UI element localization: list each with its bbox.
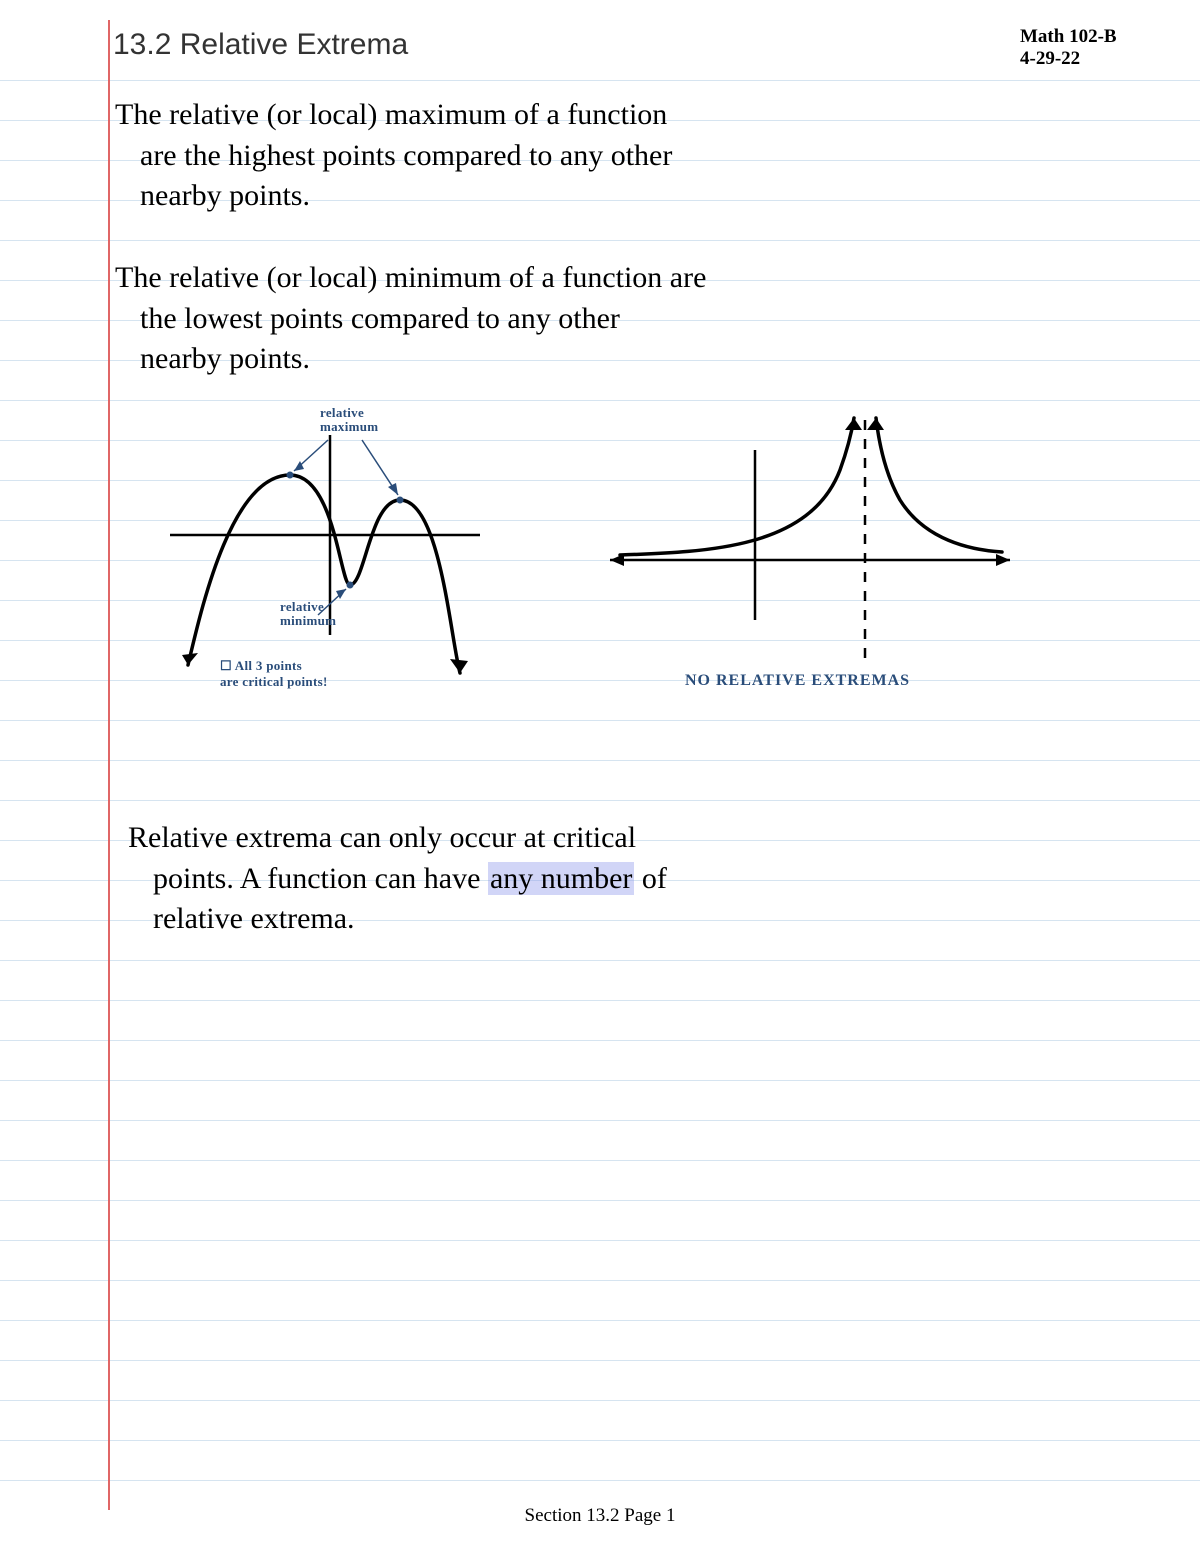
para1: The relative (or local) maximum of a fun… xyxy=(115,95,672,217)
para3-line1: Relative extrema can only occur at criti… xyxy=(128,818,667,859)
note-no-extremas: NO RELATIVE EXTREMAS xyxy=(685,672,910,690)
rule-line xyxy=(0,800,1200,801)
rule-line xyxy=(0,1120,1200,1121)
rule-line xyxy=(0,960,1200,961)
rule-line xyxy=(0,1080,1200,1081)
rule-line xyxy=(0,240,1200,241)
rule-line xyxy=(0,1200,1200,1201)
rule-line xyxy=(0,1440,1200,1441)
rule-line xyxy=(0,1400,1200,1401)
note-all-critical-points: ☐ All 3 pointsare critical points! xyxy=(220,658,328,691)
rule-line xyxy=(0,1360,1200,1361)
header-meta: Math 102-B 4-29-22 xyxy=(1020,26,1117,70)
label-relative-minimum: relativeminimum xyxy=(280,600,336,629)
rule-line xyxy=(0,1480,1200,1481)
para3-line2: points. A function can have any number o… xyxy=(153,859,667,900)
diagram-left xyxy=(140,405,520,685)
course-label: Math 102-B xyxy=(1020,26,1117,48)
rule-line xyxy=(0,1240,1200,1241)
para1-line1: The relative (or local) maximum of a fun… xyxy=(115,95,672,136)
rule-line xyxy=(0,720,1200,721)
rule-line xyxy=(0,80,1200,81)
date-label: 4-29-22 xyxy=(1020,48,1117,70)
para1-line2: are the highest points compared to any o… xyxy=(140,136,672,177)
red-margin-line xyxy=(108,20,110,1510)
page-title: 13.2 Relative Extrema xyxy=(113,28,408,62)
para2: The relative (or local) minimum of a fun… xyxy=(115,258,706,380)
para3-line3: relative extrema. xyxy=(153,899,667,940)
footer-page-number: Section 13.2 Page 1 xyxy=(0,1505,1200,1527)
para2-line3: nearby points. xyxy=(140,339,706,380)
para3: Relative extrema can only occur at criti… xyxy=(128,818,667,940)
rule-line xyxy=(0,1160,1200,1161)
diagram-right xyxy=(590,400,1030,680)
para2-line2: the lowest points compared to any other xyxy=(140,299,706,340)
label-relative-maximum: relativemaximum xyxy=(320,406,378,435)
rule-line xyxy=(0,1280,1200,1281)
para3-l2a: points. A function can have xyxy=(153,862,488,895)
page: 13.2 Relative Extrema Math 102-B 4-29-22… xyxy=(0,0,1200,1556)
rule-line xyxy=(0,1000,1200,1001)
para1-line3: nearby points. xyxy=(140,176,672,217)
rule-line xyxy=(0,1320,1200,1321)
para2-line1: The relative (or local) minimum of a fun… xyxy=(115,258,706,299)
para3-l2b-highlight: any number xyxy=(488,862,634,895)
rule-line xyxy=(0,1040,1200,1041)
para3-l2c: of xyxy=(634,862,667,895)
rule-line xyxy=(0,760,1200,761)
